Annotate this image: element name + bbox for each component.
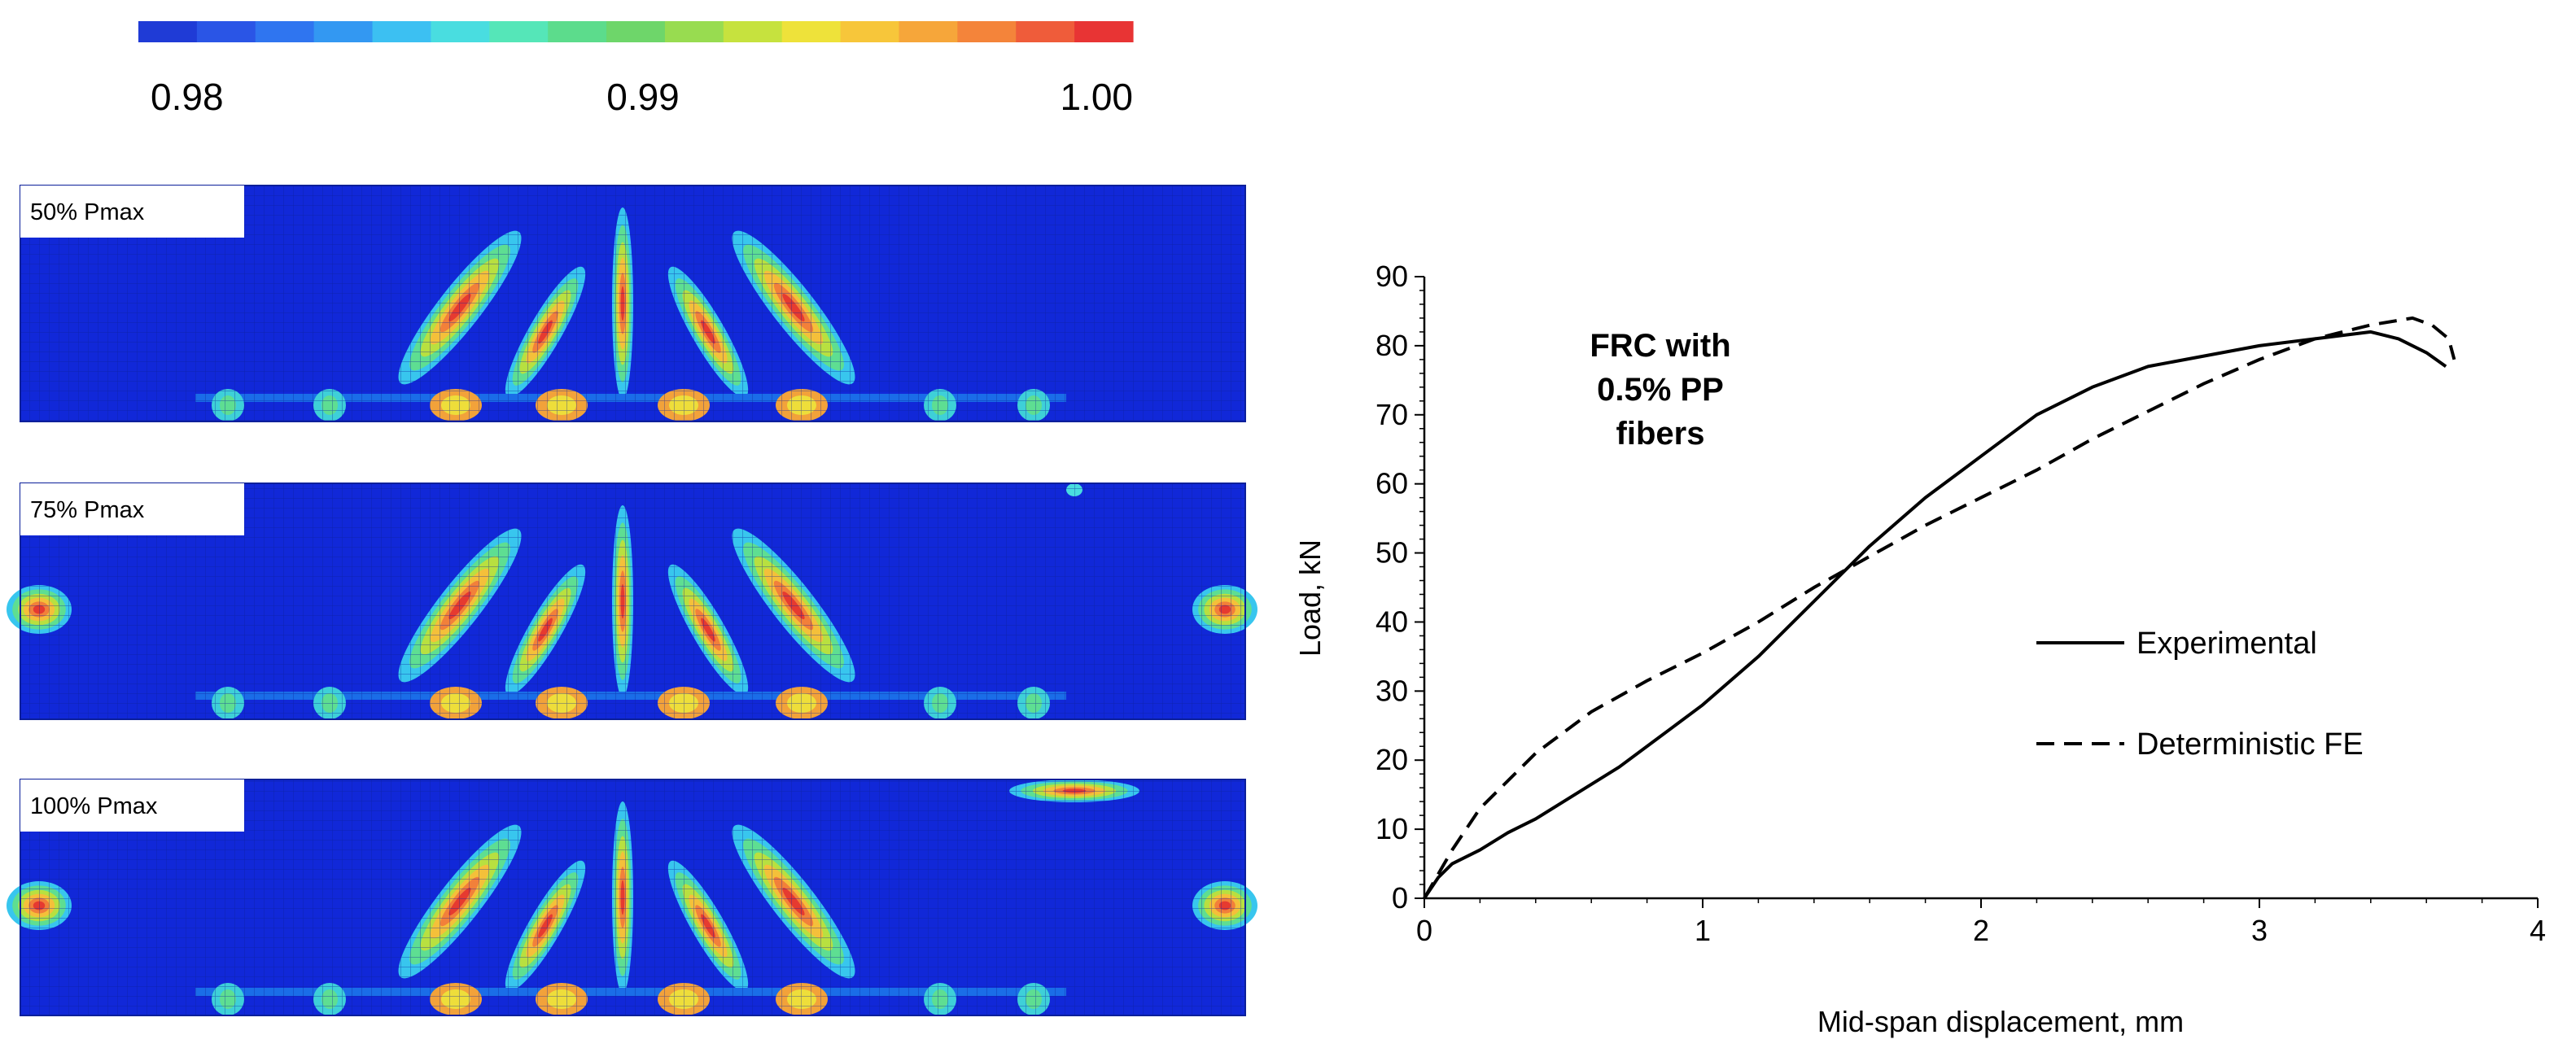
series-line-deterministic-fe bbox=[1423, 316, 2456, 899]
colorbar-swatch bbox=[840, 21, 900, 42]
colorbar-swatch bbox=[1074, 21, 1134, 42]
colorbar-swatch bbox=[313, 21, 374, 42]
colorbar-swatch bbox=[781, 21, 842, 42]
colorbar-tick-mid: 0.99 bbox=[606, 76, 680, 118]
colorbar-tick-max: 1.00 bbox=[1060, 76, 1133, 118]
colorbar-swatch bbox=[899, 21, 958, 42]
colorbar-swatch bbox=[957, 21, 1017, 42]
chart-annotation: FRC with 0.5% PP fibers bbox=[1590, 328, 1730, 452]
panel-label: 75% Pmax bbox=[30, 497, 145, 523]
annotation-line-3: fibers bbox=[1616, 416, 1705, 452]
x-axis-ticks: 0 1 2 3 4 bbox=[1416, 898, 2546, 947]
damage-contour-panels: 50% Pmax 75% Pmax 100% Pmax bbox=[7, 185, 1257, 1016]
annotation-line-2: 0.5% PP bbox=[1597, 372, 1724, 408]
colorbar-swatch bbox=[606, 21, 666, 42]
legend-label-deterministic-fe: Deterministic FE bbox=[2136, 727, 2364, 762]
y-tick-label: 80 bbox=[1375, 329, 1408, 362]
contour-panel-50: 50% Pmax bbox=[20, 185, 1246, 422]
colorbar-swatch bbox=[196, 21, 256, 42]
colorbar-swatch bbox=[548, 21, 607, 42]
y-tick-label: 30 bbox=[1375, 674, 1408, 707]
y-tick-label: 70 bbox=[1375, 398, 1408, 431]
panel-label-box bbox=[20, 186, 244, 238]
colorbar-swatch bbox=[489, 21, 549, 42]
x-axis-title: Mid-span displacement, mm bbox=[1817, 1005, 2184, 1038]
panel-label-box bbox=[20, 483, 244, 535]
y-tick-label: 10 bbox=[1375, 812, 1408, 845]
colorbar-swatch bbox=[372, 21, 432, 42]
panel-border bbox=[20, 483, 1246, 720]
y-tick-label: 0 bbox=[1392, 881, 1408, 915]
x-tick-label: 2 bbox=[1973, 914, 1989, 947]
panel-border bbox=[20, 185, 1246, 422]
load-displacement-chart: 0 10 20 30 40 50 60 70 80 90 0 1 2 3 4 Mid-span displ… bbox=[1293, 260, 2546, 1038]
x-tick-label: 0 bbox=[1416, 914, 1432, 947]
colorbar-swatches bbox=[138, 21, 1134, 42]
legend: Experimental Deterministic FE bbox=[2036, 627, 2364, 762]
colorbar-swatch bbox=[664, 21, 724, 42]
panel-label: 50% Pmax bbox=[30, 199, 145, 225]
colorbar-swatch bbox=[255, 21, 315, 42]
annotation-line-1: FRC with bbox=[1590, 328, 1730, 364]
panel-label-box bbox=[20, 779, 244, 832]
contour-panel-100: 100% Pmax bbox=[7, 779, 1257, 1016]
colorbar: 0.98 0.99 1.00 bbox=[138, 21, 1134, 118]
y-tick-label: 60 bbox=[1375, 467, 1408, 500]
colorbar-swatch bbox=[1016, 21, 1075, 42]
panel-label: 100% Pmax bbox=[30, 793, 158, 819]
y-tick-label: 20 bbox=[1375, 743, 1408, 776]
contour-panel-75: 75% Pmax bbox=[7, 483, 1257, 720]
x-tick-label: 4 bbox=[2530, 914, 2546, 947]
y-tick-label: 40 bbox=[1375, 605, 1408, 638]
y-tick-label: 90 bbox=[1375, 260, 1408, 293]
panel-border bbox=[20, 779, 1246, 1016]
y-tick-label: 50 bbox=[1375, 536, 1408, 570]
colorbar-swatch bbox=[431, 21, 490, 42]
x-tick-label: 1 bbox=[1695, 914, 1711, 947]
y-axis-ticks: 0 10 20 30 40 50 60 70 80 90 bbox=[1375, 260, 1424, 915]
series-line-experimental bbox=[1423, 330, 2447, 900]
colorbar-swatch bbox=[723, 21, 783, 42]
legend-label-experimental: Experimental bbox=[2136, 627, 2317, 661]
colorbar-swatch bbox=[138, 21, 198, 42]
colorbar-tick-min: 0.98 bbox=[151, 76, 224, 118]
y-axis-title: Load, kN bbox=[1293, 539, 1327, 657]
x-tick-label: 3 bbox=[2251, 914, 2268, 947]
